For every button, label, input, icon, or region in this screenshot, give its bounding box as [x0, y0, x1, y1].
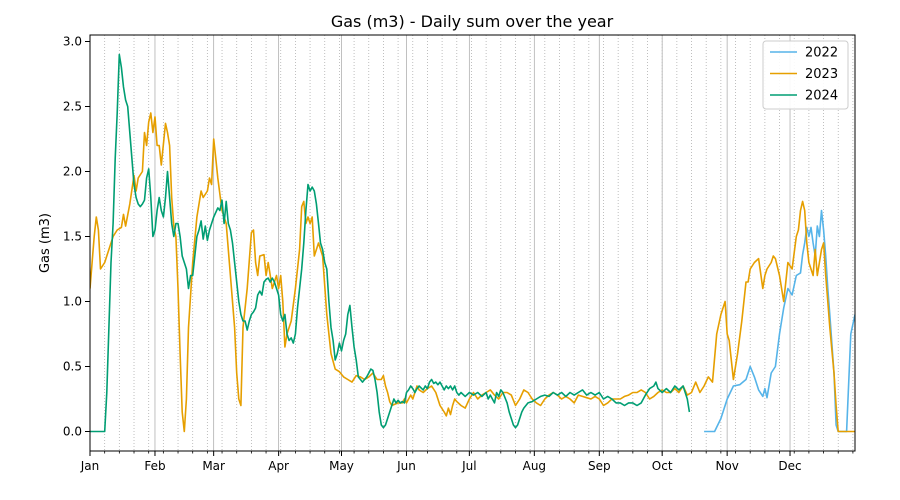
x-tick-label: Oct — [652, 459, 673, 473]
y-tick-label: 2.5 — [63, 100, 82, 114]
series-line-2023 — [90, 112, 855, 433]
x-tick-label: Feb — [144, 459, 165, 473]
plot-frame — [89, 34, 856, 452]
legend: 2022 2023 2024 — [762, 40, 849, 110]
x-tick-label: Aug — [523, 459, 546, 473]
y-tick-label: 0.5 — [63, 360, 82, 374]
x-tick-label: Apr — [268, 459, 289, 473]
chart-title: Gas (m3) - Daily sum over the year — [331, 12, 614, 31]
y-tick-label: 1.0 — [63, 295, 82, 309]
legend-label-2023: 2023 — [805, 67, 838, 82]
x-tick-label: Jul — [461, 459, 476, 473]
x-tick-label: Nov — [715, 459, 738, 473]
x-tick-label: Jun — [396, 459, 416, 473]
legend-box — [762, 40, 849, 110]
y-tick-label: 2.0 — [63, 165, 82, 179]
y-tick-label: 3.0 — [63, 35, 82, 49]
y-axis-label: Gas (m3) — [38, 213, 53, 273]
x-tick-label: Sep — [588, 459, 611, 473]
x-tick-label: Jan — [80, 459, 100, 473]
grid-lines — [89, 35, 854, 451]
y-tick-label: 1.5 — [63, 230, 82, 244]
series-line-2022 — [704, 209, 855, 433]
x-tick-label: Dec — [778, 459, 801, 473]
series-lines — [90, 53, 855, 433]
x-tick-label: May — [329, 459, 354, 473]
plot-background — [90, 35, 855, 451]
legend-label-2024: 2024 — [805, 89, 838, 104]
legend-label-2022: 2022 — [805, 46, 838, 61]
y-axis: 0.0 0.5 1.0 1.5 2.0 2.5 3.0 — [63, 35, 90, 439]
y-tick-label: 0.0 — [63, 425, 82, 439]
series-line-2024 — [90, 53, 691, 433]
x-axis: Jan Feb Mar Apr May Jun Jul Aug Sep Oct Nov Dec — [80, 451, 854, 473]
x-tick-label: Mar — [202, 459, 225, 473]
